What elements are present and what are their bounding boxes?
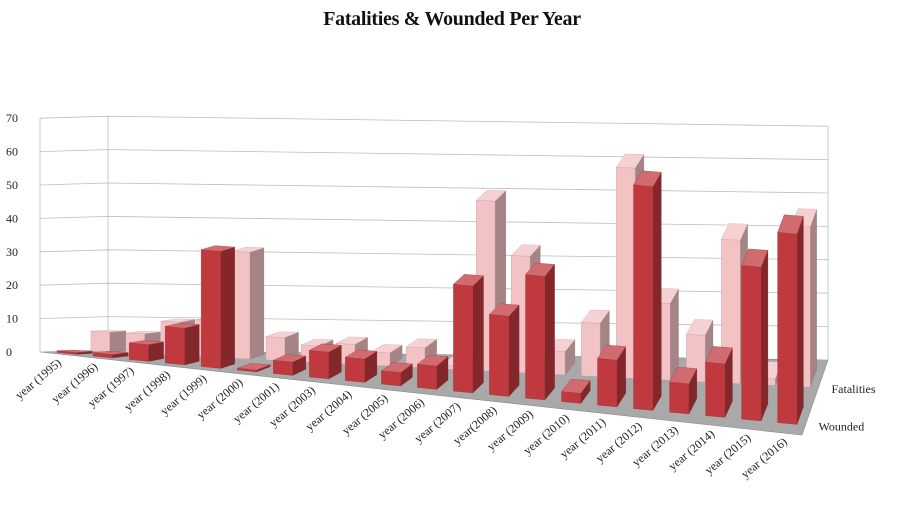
y-tick-label: 0 bbox=[6, 345, 12, 359]
bar-wounded-4 bbox=[201, 245, 235, 369]
bar-wounded-0 bbox=[56, 349, 93, 355]
bar-marks bbox=[56, 153, 817, 425]
series-depth-labels: Fatalities Wounded bbox=[819, 382, 876, 434]
bar-wounded-1 bbox=[93, 351, 129, 359]
y-tick-label: 60 bbox=[6, 145, 18, 159]
bar-wounded-12 bbox=[489, 303, 520, 397]
bar-fatalities-5 bbox=[265, 331, 299, 362]
y-tick-label: 40 bbox=[6, 211, 18, 225]
bar-wounded-19 bbox=[741, 248, 769, 422]
y-tick-label: 50 bbox=[6, 178, 18, 192]
chart-title: Fatalities & Wounded Per Year bbox=[323, 8, 581, 30]
bar-wounded-5 bbox=[237, 363, 271, 373]
y-tick-label: 10 bbox=[6, 312, 18, 326]
bar-wounded-15 bbox=[597, 344, 626, 408]
bar-wounded-7 bbox=[308, 343, 342, 380]
bar-wounded-16 bbox=[633, 170, 662, 411]
bar-wounded-18 bbox=[705, 346, 733, 418]
bar-wounded-10 bbox=[417, 355, 449, 390]
bar-wounded-3 bbox=[165, 322, 200, 366]
series-label-fatalities: Fatalities bbox=[832, 382, 876, 396]
bar-fatalities-4 bbox=[230, 247, 265, 360]
bar-wounded-13 bbox=[525, 262, 555, 401]
bar-wounded-17 bbox=[669, 366, 698, 415]
bar-wounded-6 bbox=[273, 354, 307, 376]
series-label-wounded: Wounded bbox=[819, 419, 865, 433]
bar-wounded-11 bbox=[453, 274, 484, 394]
bar-wounded-14 bbox=[561, 379, 591, 404]
bar-fatalities-0 bbox=[90, 330, 126, 353]
bar-wounded-20 bbox=[777, 214, 804, 425]
y-axis-tick-labels: 0 10 20 30 40 50 60 70 bbox=[6, 111, 18, 359]
y-tick-label: 70 bbox=[6, 111, 18, 125]
y-tick-label: 30 bbox=[6, 245, 18, 259]
bar-wounded-9 bbox=[380, 362, 413, 387]
bar-wounded-8 bbox=[344, 349, 378, 383]
bar-wounded-2 bbox=[129, 340, 164, 362]
y-tick-label: 20 bbox=[6, 278, 18, 292]
